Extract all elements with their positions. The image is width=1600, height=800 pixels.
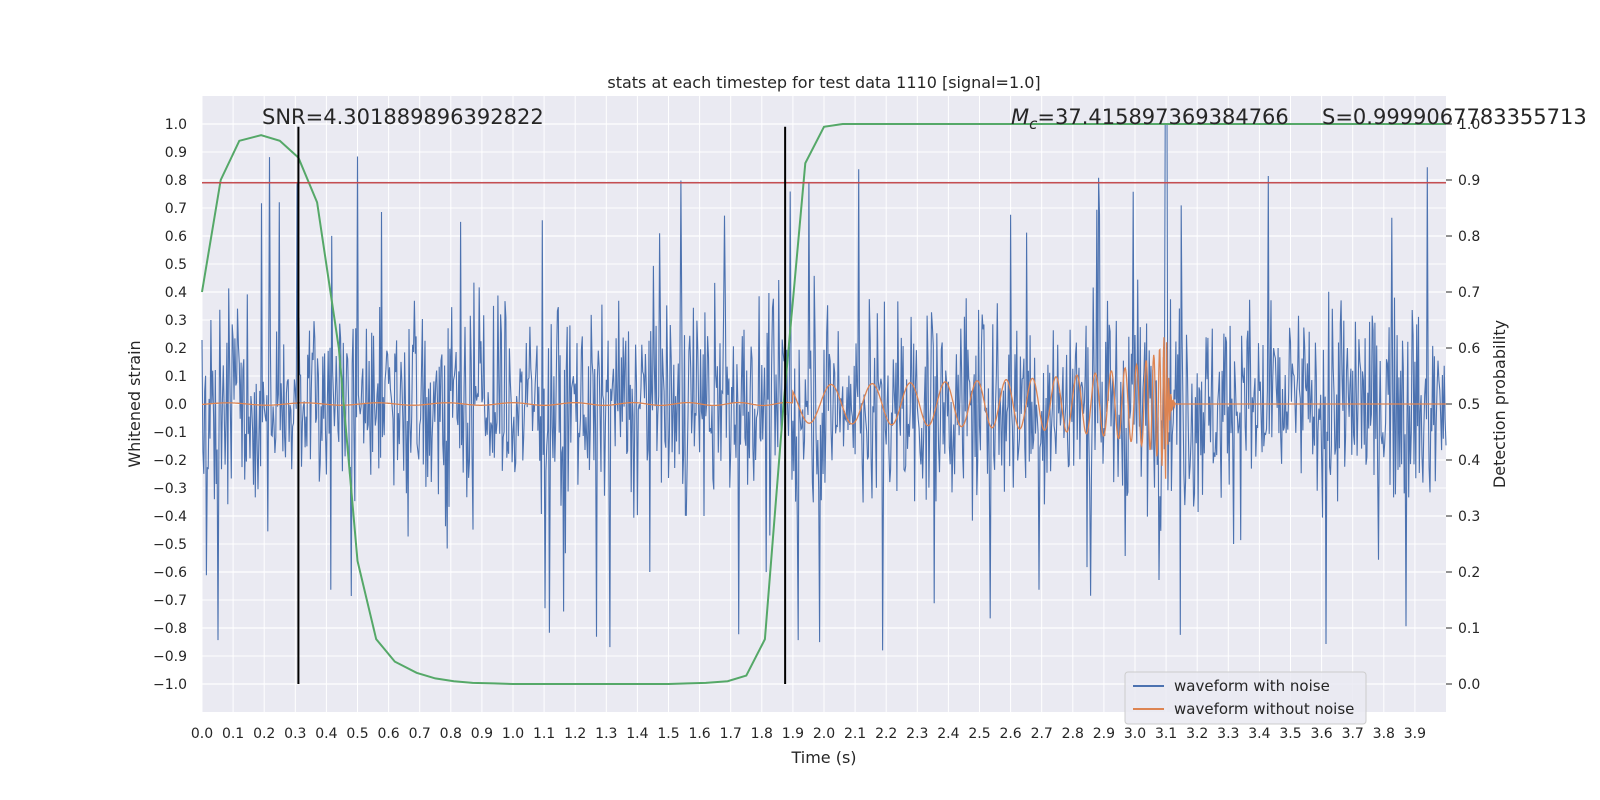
x-tick-label: 0.9: [471, 726, 493, 742]
x-tick-label: 3.6: [1310, 726, 1332, 742]
y-axis-label: Whitened strain: [125, 340, 144, 467]
y2-tick-label: 0.8: [1458, 229, 1480, 245]
y2-tick-label: 0.9: [1458, 173, 1480, 189]
probability-line: [201, 123, 1446, 685]
y-tick-label: −1.0: [153, 677, 187, 693]
x-tick-label: 1.2: [564, 726, 586, 742]
y-tick-label: −0.5: [153, 537, 187, 553]
x-axis-ticks: 0.0 0.1 0.2 0.3 0.4 0.5 0.6 0.7 0.8 0.9 1.0 1.1 1.2 1…: [191, 726, 1426, 742]
x-tick-label: 1.1: [533, 726, 555, 742]
x-tick-label: 3.1: [1155, 726, 1177, 742]
x-tick-label: 3.5: [1279, 726, 1301, 742]
x-tick-label: 2.2: [875, 726, 897, 742]
y2-tick-label: 0.4: [1458, 453, 1480, 469]
y2-tick-label: 0.1: [1458, 621, 1480, 637]
y-tick-label: 0.5: [165, 257, 187, 273]
x-tick-label: 1.5: [657, 726, 679, 742]
legend-box: [1124, 671, 1367, 725]
x-tick-label: 0.1: [222, 726, 244, 742]
x-tick-label: 0.7: [409, 726, 431, 742]
chirp-mass-annotation: Mc=37.415897369384766: [1011, 105, 1289, 133]
y-tick-label: 0.3: [165, 313, 187, 329]
x-tick-label: 1.4: [626, 726, 648, 742]
x-tick-label: 1.9: [782, 726, 804, 742]
x-tick-label: 1.8: [751, 726, 773, 742]
x-tick-label: 3.9: [1404, 726, 1426, 742]
y-tick-label: −0.7: [153, 593, 187, 609]
y-tick-label: 0.8: [165, 173, 187, 189]
x-tick-label: 1.0: [502, 726, 524, 742]
x-tick-label: 0.4: [315, 726, 337, 742]
series-waveform-with-noise: [201, 123, 1447, 651]
x-tick-label: 2.3: [906, 726, 928, 742]
x-tick-label: 0.0: [191, 726, 213, 742]
x-tick-label: 2.1: [844, 726, 866, 742]
series-detection-probability: [201, 123, 1446, 685]
y-tick-label: −0.8: [153, 621, 187, 637]
y-tick-label: −0.1: [153, 425, 187, 441]
y2-tick-label: 0.0: [1458, 677, 1480, 693]
y2-tick-label: 1.0: [1458, 117, 1480, 133]
x-tick-label: 3.2: [1186, 726, 1208, 742]
noisy-waveform-line: [201, 123, 1447, 651]
y-tick-label: −0.4: [153, 509, 187, 525]
y-tick-label: −0.2: [153, 453, 187, 469]
x-tick-label: 0.8: [440, 726, 462, 742]
x-tick-label: 0.6: [377, 726, 399, 742]
x-tick-label: 3.8: [1373, 726, 1395, 742]
y-tick-label: 0.4: [165, 285, 187, 301]
x-tick-label: 2.7: [1031, 726, 1053, 742]
series-waveform-without-noise: [201, 337, 1446, 479]
grid-lines: [201, 96, 1446, 712]
chirp-mass-value: =37.415897369384766: [1037, 105, 1288, 129]
y2-tick-label: 0.5: [1458, 397, 1480, 413]
x-tick-label: 2.5: [968, 726, 990, 742]
x-tick-label: 2.6: [999, 726, 1021, 742]
x-tick-label: 0.5: [346, 726, 368, 742]
y2-axis-label: Detection probability: [1490, 320, 1509, 488]
clean-waveform-line: [201, 337, 1446, 479]
y2-tick-label: 0.7: [1458, 285, 1480, 301]
chart-title: stats at each timestep for test data 111…: [607, 73, 1040, 92]
y-tick-label: 0.9: [165, 145, 187, 161]
x-tick-label: 2.4: [937, 726, 959, 742]
legend-label-noise: waveform with noise: [1174, 677, 1330, 695]
x-tick-label: 1.3: [595, 726, 617, 742]
score-annotation: S=0.9999067783355713: [1322, 105, 1587, 129]
y-tick-label: −0.3: [153, 481, 187, 497]
x-tick-label: 3.7: [1342, 726, 1364, 742]
marker-lines: [202, 126, 1446, 684]
y-tick-label: 0.7: [165, 201, 187, 217]
y-tick-label: 0.0: [165, 397, 187, 413]
x-tick-label: 1.7: [720, 726, 742, 742]
y2-tick-label: 0.3: [1458, 509, 1480, 525]
snr-annotation: SNR=4.301889896392822: [262, 105, 544, 129]
x-axis-label: Time (s): [790, 748, 856, 767]
chirp-mass-subscript: c: [1029, 115, 1038, 133]
x-tick-label: 1.6: [688, 726, 710, 742]
y-tick-label: 1.0: [165, 117, 187, 133]
x-tick-label: 2.9: [1093, 726, 1115, 742]
x-tick-label: 0.3: [284, 726, 306, 742]
chirp-mass-symbol: M: [1011, 105, 1029, 129]
y-tick-label: −0.9: [153, 649, 187, 665]
y-axis-ticks: 1.0 0.9 0.8 0.7 0.6 0.5 0.4 0.3 0.2 0.1 0.0 −0.1 −0.…: [153, 117, 187, 693]
y-tick-label: 0.2: [165, 341, 187, 357]
x-tick-label: 2.0: [813, 726, 835, 742]
legend: waveform with noise waveform without noi…: [1124, 671, 1367, 725]
legend-label-clean: waveform without noise: [1174, 700, 1354, 718]
y2-tick-label: 0.6: [1458, 341, 1480, 357]
x-tick-label: 2.8: [1062, 726, 1084, 742]
y-tick-label: −0.6: [153, 565, 187, 581]
y-tick-label: 0.6: [165, 229, 187, 245]
y2-tick-label: 0.2: [1458, 565, 1480, 581]
x-tick-label: 3.3: [1217, 726, 1239, 742]
x-tick-label: 3.0: [1124, 726, 1146, 742]
y2-axis-ticks: 1.0 0.9 0.8 0.7 0.6 0.5 0.4 0.3 0.2 0.1 0.0: [1446, 117, 1480, 693]
y-tick-label: 0.1: [165, 369, 187, 385]
x-tick-label: 0.2: [253, 726, 275, 742]
x-tick-label: 3.4: [1248, 726, 1270, 742]
